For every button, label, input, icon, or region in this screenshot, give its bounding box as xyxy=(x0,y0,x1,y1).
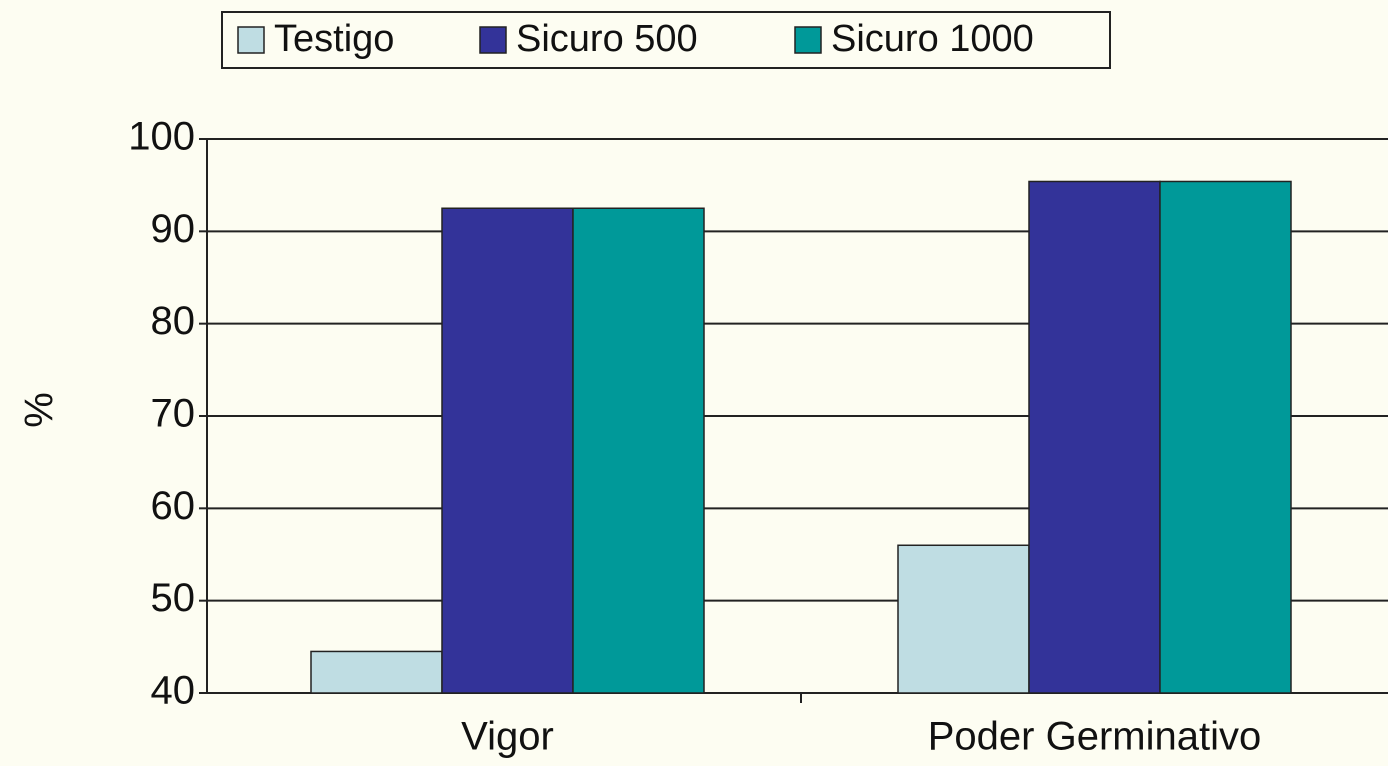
legend-swatch xyxy=(237,26,265,54)
bar xyxy=(310,650,443,694)
y-tick-label: 90 xyxy=(151,207,196,251)
legend-label: Sicuro 1000 xyxy=(831,18,1034,60)
y-tick-label: 50 xyxy=(151,576,196,620)
legend-swatch xyxy=(479,26,507,54)
legend-swatch xyxy=(794,26,822,54)
y-axis-label: % xyxy=(18,392,62,428)
y-tick-label: 60 xyxy=(151,484,196,528)
y-tick-label: 100 xyxy=(128,115,195,159)
legend-box xyxy=(221,11,1111,69)
x-tick-label: Poder Germinativo xyxy=(928,715,1261,759)
y-tick-label: 70 xyxy=(151,392,196,436)
bar xyxy=(441,207,574,694)
legend-label: Testigo xyxy=(274,18,394,60)
legend-label: Sicuro 500 xyxy=(516,18,698,60)
bar xyxy=(1028,180,1161,694)
x-tick-label: Vigor xyxy=(461,715,554,759)
bar xyxy=(1159,180,1292,694)
y-tick-label: 80 xyxy=(151,299,196,343)
y-tick-label: 40 xyxy=(151,669,196,713)
bar xyxy=(897,544,1030,694)
bar xyxy=(572,207,705,694)
